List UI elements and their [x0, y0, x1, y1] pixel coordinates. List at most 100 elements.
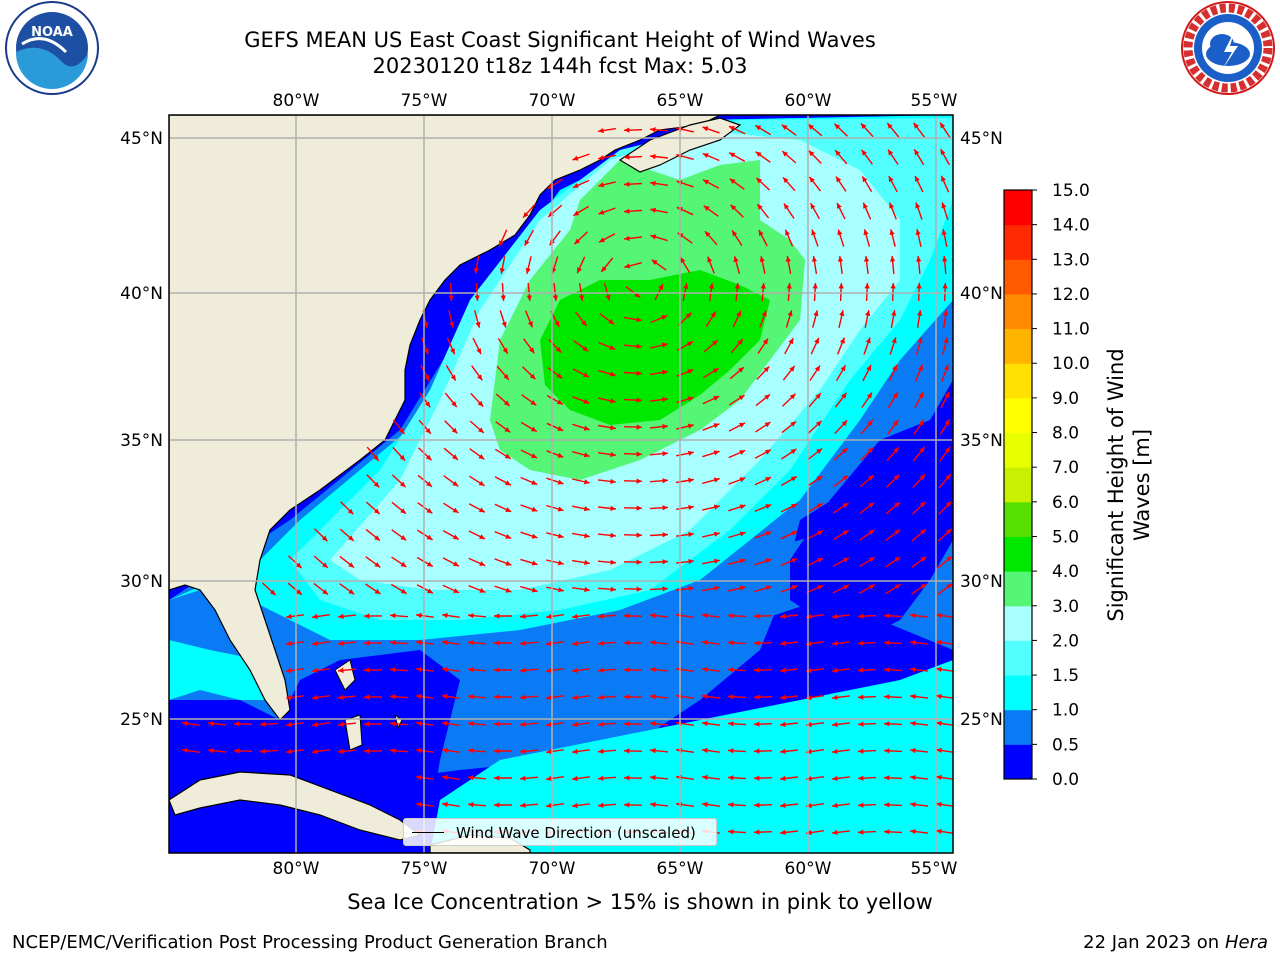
wind-arrow-head: [702, 801, 708, 808]
wind-arrow-head: [683, 283, 689, 289]
wind-arrow-head: [703, 205, 710, 211]
wind-arrow-head: [884, 667, 890, 673]
wind-arrow-head: [399, 454, 406, 461]
wind-arrow-head: [865, 337, 871, 344]
wind-arrow-head: [505, 507, 512, 512]
wind-arrow-head: [662, 424, 668, 430]
wind-arrow-head: [759, 256, 765, 262]
colorbar-swatch: [1004, 744, 1032, 780]
colorbar-tick-label: 9.0: [1052, 389, 1079, 409]
wind-arrow-head: [338, 613, 344, 619]
wind-arrow-head: [608, 319, 615, 325]
wind-arrow-head: [832, 748, 838, 754]
wind-arrow-head: [757, 204, 763, 210]
wind-arrow-head: [893, 474, 900, 481]
colorbar-swatch: [1004, 432, 1032, 468]
wind-arrow-head: [806, 614, 812, 620]
wind-arrow-head: [890, 283, 896, 289]
wind-arrow-head: [338, 667, 344, 673]
wind-arrow-head: [791, 504, 797, 509]
colorbar-swatch: [1004, 363, 1032, 399]
wind-arrow-head: [556, 373, 563, 379]
wind-arrow-head: [624, 667, 630, 673]
wind-arrow-head: [806, 695, 812, 701]
wind-arrow-head: [573, 210, 580, 216]
wind-arrow-head: [634, 292, 641, 298]
wind-arrow-head: [780, 667, 786, 673]
wind-arrow-head: [390, 694, 396, 700]
wind-arrow-head: [910, 640, 916, 646]
wind-arrow-head: [500, 295, 506, 301]
wind-arrow-head: [910, 802, 916, 808]
lon-label: 60°W: [785, 859, 832, 879]
wind-arrow-head: [839, 310, 845, 317]
wind-arrow-head: [835, 150, 841, 156]
lon-label: 80°W: [273, 859, 320, 879]
wind-arrow-head: [728, 640, 734, 646]
wind-arrow-head: [758, 230, 764, 236]
wind-arrow-head: [832, 694, 838, 700]
wind-arrow-head: [450, 374, 456, 381]
wind-arrow-head: [809, 176, 815, 183]
wind-arrow-head: [583, 372, 589, 377]
wind-arrow-head: [894, 529, 901, 535]
colorbar-label-line1: Significant Height of Wind: [1104, 348, 1128, 621]
wind-arrow-head: [754, 748, 760, 754]
wind-arrow-head: [688, 586, 694, 592]
wind-arrow-head: [286, 667, 292, 674]
wind-arrow-head: [499, 240, 504, 247]
wind-arrow-head: [468, 640, 474, 646]
wind-arrow-head: [468, 721, 474, 727]
wind-arrow-head: [636, 505, 642, 511]
wind-arrow-head: [520, 694, 526, 700]
lon-label: 65°W: [657, 859, 704, 879]
wind-arrow-head: [808, 150, 815, 157]
wind-arrow-head: [842, 530, 849, 536]
wind-arrow-head: [426, 534, 433, 540]
wind-arrow-head: [624, 775, 630, 781]
map-gridlines: [169, 115, 953, 853]
wind-arrow-head: [785, 229, 790, 236]
wind-arrow-head: [739, 504, 746, 510]
wind-arrow-head: [817, 558, 824, 563]
wind-arrow-head: [452, 534, 459, 540]
wind-arrow-head: [865, 310, 871, 316]
colorbar-swatch: [1004, 536, 1032, 572]
wind-arrow-head: [680, 257, 686, 264]
wind-arrow-head: [785, 256, 791, 262]
wind-arrow-head: [583, 452, 590, 458]
wind-arrow-head: [790, 449, 797, 455]
wind-arrow-head: [915, 175, 920, 182]
wind-arrow-head: [364, 721, 370, 727]
wind-arrow-head: [762, 338, 768, 345]
wind-arrow-head: [610, 451, 616, 458]
footer-date-text: 22 Jan 2023 on: [1083, 932, 1225, 953]
wind-arrow-head: [894, 556, 901, 563]
wind-arrow-head: [624, 613, 630, 619]
colorbar-swatch: [1004, 709, 1032, 745]
wind-arrow-head: [442, 666, 448, 673]
wind-arrow-head: [269, 589, 276, 596]
wind-arrow-head: [841, 392, 847, 399]
wind-arrow-head: [399, 428, 405, 435]
wind-arrow-head: [636, 370, 642, 376]
wind-arrow-head: [754, 829, 760, 835]
wind-arrow-head: [893, 419, 899, 426]
wind-arrow-head: [838, 283, 844, 289]
wind-arrow-head: [599, 237, 605, 243]
colorbar-tick-label: 0.0: [1052, 770, 1079, 790]
wind-arrow-head: [364, 748, 370, 754]
wind-arrow-head: [891, 310, 897, 316]
wind-arrow-head: [473, 268, 479, 274]
wind-arrow-head: [416, 612, 422, 619]
wind-arrow-head: [338, 694, 344, 700]
colorbar-tick-label: 0.5: [1052, 735, 1079, 755]
wind-arrow-head: [764, 449, 771, 455]
wind-arrow-head: [702, 666, 708, 673]
wind-arrow-head: [765, 504, 772, 509]
colorbar-tick-label: 13.0: [1052, 250, 1090, 270]
wind-arrow-head: [260, 721, 266, 727]
sea-ice-note: Sea Ice Concentration > 15% is shown in …: [347, 890, 933, 914]
wind-arrow-head: [546, 667, 552, 674]
wind-arrow-head: [416, 747, 422, 754]
